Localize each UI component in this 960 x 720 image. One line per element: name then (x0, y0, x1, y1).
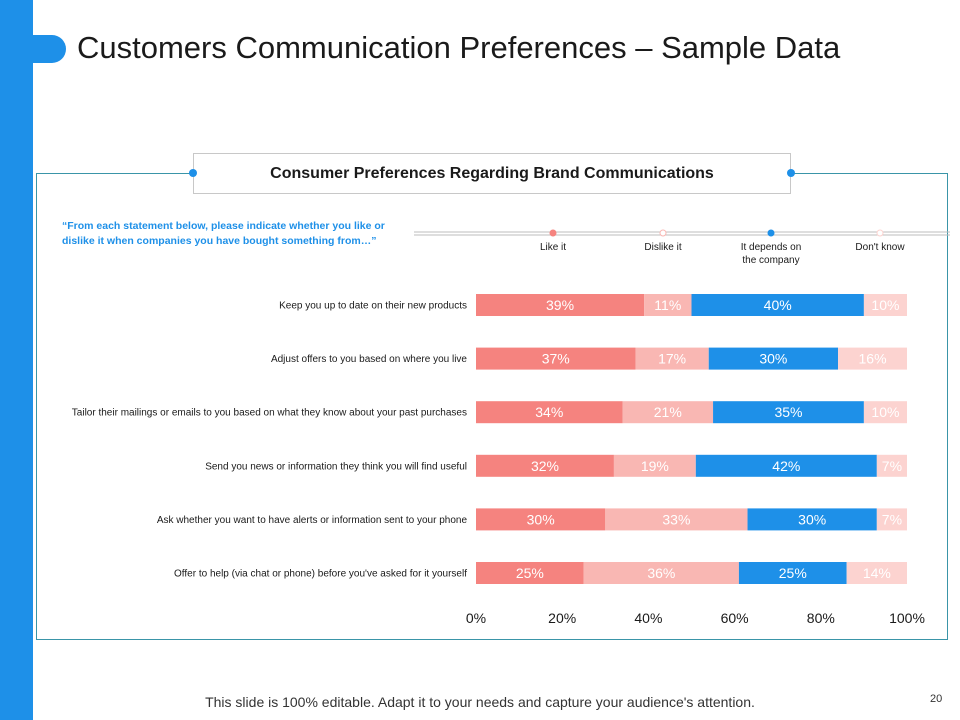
data-label: 11% (654, 297, 681, 313)
bar-segment (713, 401, 864, 424)
x-tick-label: 80% (807, 610, 835, 626)
footer-note: This slide is 100% editable. Adapt it to… (205, 694, 755, 710)
accent-side-bar (0, 0, 33, 720)
data-label: 39% (546, 297, 574, 313)
title-accent-pill (33, 35, 66, 63)
bar-segment (622, 401, 714, 424)
legend-marker (549, 229, 557, 237)
legend-label: Dislike it (644, 242, 681, 253)
data-label: 19% (641, 458, 669, 474)
data-label: 42% (772, 458, 800, 474)
bar-segment (863, 401, 907, 424)
bar-segment (876, 454, 907, 477)
legend-marker (876, 229, 884, 237)
data-label: 36% (647, 565, 675, 581)
data-label: 34% (535, 404, 563, 420)
bar-segment (476, 401, 623, 424)
bar-segment (476, 347, 636, 370)
data-label: 30% (798, 511, 826, 527)
data-label: 21% (654, 404, 682, 420)
x-tick-label: 40% (634, 610, 662, 626)
legend-label: Like it (540, 242, 566, 253)
data-label: 10% (871, 297, 899, 313)
x-tick-label: 60% (721, 610, 749, 626)
bar-segment (476, 562, 584, 584)
slide-title: Customers Communication Preferences – Sa… (77, 30, 841, 65)
chart-title-right-dot (787, 169, 795, 177)
bar-segment (476, 454, 614, 477)
x-tick-label: 0% (466, 610, 486, 626)
bar-segment (635, 347, 709, 370)
category-label: Keep you up to date on their new product… (279, 301, 467, 312)
bar-segment (476, 294, 645, 316)
data-label: 30% (759, 351, 787, 367)
legend-marker (659, 229, 667, 237)
data-label: 16% (859, 351, 887, 367)
data-label: 30% (527, 511, 555, 527)
data-label: 40% (764, 297, 792, 313)
category-label: Adjust offers to you based on where you … (271, 354, 467, 365)
category-label: Tailor their mailings or emails to you b… (72, 408, 467, 419)
data-label: 37% (542, 351, 570, 367)
bar-segment (708, 347, 839, 370)
category-label: Ask whether you want to have alerts or i… (157, 515, 468, 526)
bar-segment (613, 454, 696, 477)
x-tick-label: 100% (889, 610, 925, 626)
data-label: 17% (658, 351, 686, 367)
bar-segment (583, 562, 739, 584)
legend-label: Don't know (855, 242, 905, 253)
x-tick-label: 20% (548, 610, 576, 626)
category-label: Send you news or information they think … (205, 461, 467, 472)
category-label: Offer to help (via chat or phone) before… (174, 569, 467, 580)
data-label: 25% (779, 565, 807, 581)
data-label: 7% (882, 458, 902, 474)
bar-segment (691, 294, 864, 316)
bar-segment (605, 508, 748, 531)
chart-title-left-dot (189, 169, 197, 177)
chart-title: Consumer Preferences Regarding Brand Com… (193, 153, 791, 194)
bar-segment (838, 347, 907, 370)
bar-segment (863, 294, 907, 316)
data-label: 32% (531, 458, 559, 474)
page-number: 20 (930, 693, 943, 705)
bar-segment (644, 294, 692, 316)
legend-label: It depends on the company (741, 242, 802, 266)
survey-question: “From each statement below, please indic… (62, 220, 385, 247)
bar-segment (876, 508, 907, 531)
legend-marker (767, 229, 775, 237)
data-label: 7% (882, 511, 902, 527)
data-label: 14% (863, 565, 891, 581)
data-label: 10% (871, 404, 899, 420)
data-label: 33% (662, 511, 690, 527)
bar-segment (846, 562, 907, 584)
bar-segment (476, 508, 606, 531)
data-label: 25% (516, 565, 544, 581)
bar-segment (747, 508, 877, 531)
bar-segment (738, 562, 847, 584)
data-label: 35% (774, 404, 802, 420)
bar-segment (695, 454, 877, 477)
